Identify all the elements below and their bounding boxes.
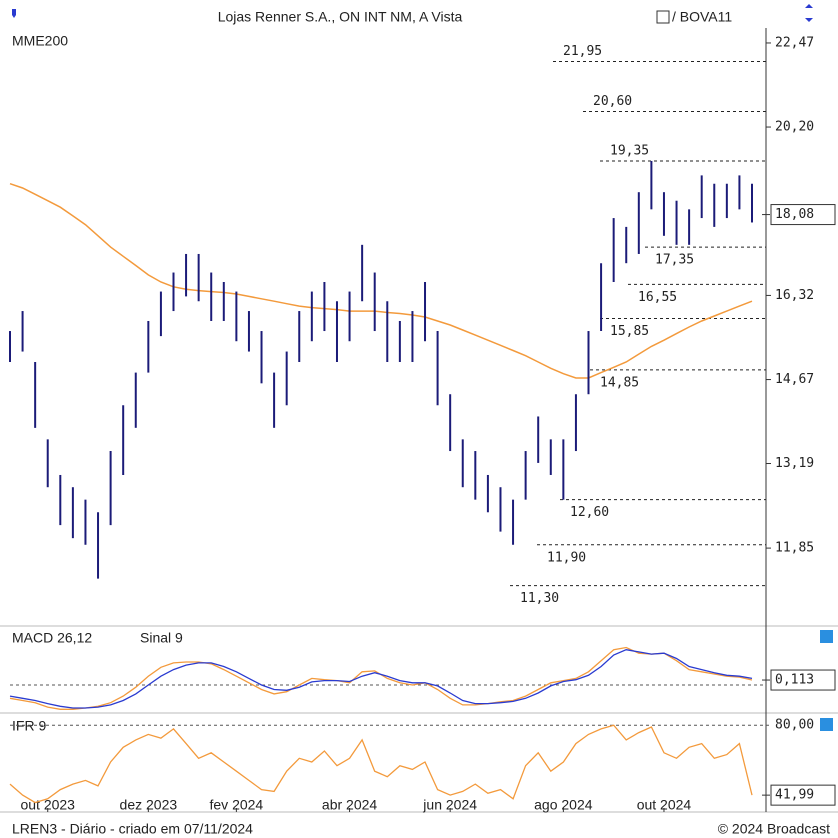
level-label: 14,85 <box>600 375 639 390</box>
legend-entry: MACD 26,12 <box>12 630 92 646</box>
ma-line <box>9 182 753 379</box>
x-tick-label: out 2023 <box>20 797 75 813</box>
level-label: 16,55 <box>638 290 677 305</box>
legend-entry: IFR 9 <box>12 718 46 734</box>
legend-entry: Sinal 9 <box>140 630 183 646</box>
x-tick-label: fev 2024 <box>210 797 264 813</box>
chart-title: Lojas Renner S.A., ON INT NM, A Vista <box>218 9 463 25</box>
level-label: 11,90 <box>547 550 586 565</box>
level-label: 15,85 <box>610 324 649 339</box>
x-tick-label: out 2024 <box>637 797 692 813</box>
y-tick-label: 80,00 <box>775 718 814 733</box>
indicator-line <box>9 649 753 709</box>
level-label: 17,35 <box>655 253 694 268</box>
icon[interactable] <box>805 4 813 22</box>
legend-entry: MME200 <box>12 33 68 49</box>
y-tick-label: 16,32 <box>775 288 814 303</box>
indicator-line <box>9 724 753 804</box>
footer-left: LREN3 - Diário - criado em 07/11/2024 <box>12 821 253 837</box>
x-tick-label: abr 2024 <box>322 797 377 813</box>
footer-right: © 2024 Broadcast <box>718 821 830 837</box>
last-label: 0,113 <box>775 673 814 688</box>
level-label: 11,30 <box>520 591 559 606</box>
last-box <box>770 669 836 691</box>
icon[interactable] <box>12 9 16 18</box>
last-box <box>770 204 836 226</box>
level-label: 19,35 <box>610 143 649 158</box>
y-tick-label: 14,67 <box>775 372 814 387</box>
level-label: 12,60 <box>570 505 609 520</box>
compare-label: / BOVA11 <box>672 9 732 25</box>
x-tick-label: dez 2023 <box>120 797 178 813</box>
x-tick-label: jun 2024 <box>422 797 477 813</box>
x-tick-label: ago 2024 <box>534 797 593 813</box>
compare-checkbox[interactable] <box>656 10 670 24</box>
y-tick-label: 11,85 <box>775 541 814 556</box>
y-tick-label: 13,19 <box>775 456 814 471</box>
icon[interactable] <box>820 718 833 731</box>
level-label: 20,60 <box>593 94 632 109</box>
last-label: 41,99 <box>775 788 814 803</box>
last-label: 18,08 <box>775 207 814 222</box>
level-label: 21,95 <box>563 44 602 59</box>
y-tick-label: 22,47 <box>775 35 814 50</box>
last-box <box>770 784 836 806</box>
y-tick-label: 20,20 <box>775 120 814 135</box>
icon[interactable] <box>820 630 833 643</box>
